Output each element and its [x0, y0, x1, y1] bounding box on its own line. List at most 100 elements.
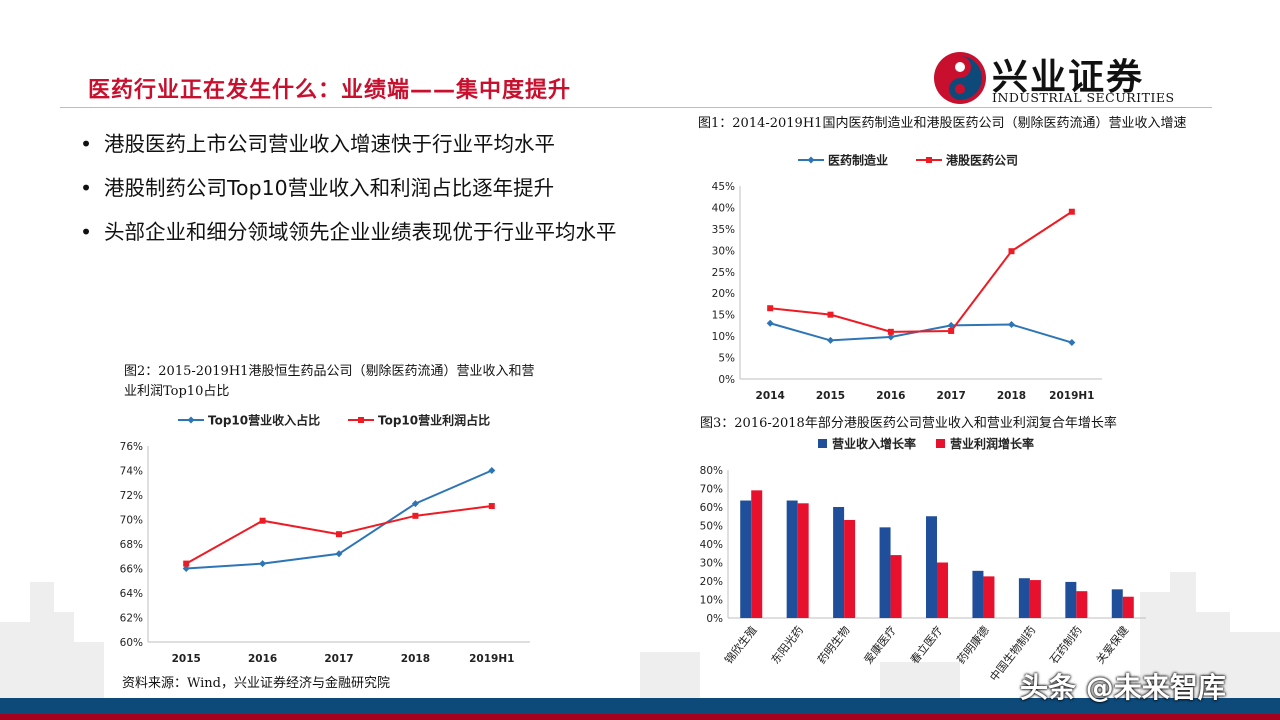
legend-swatch	[818, 439, 827, 448]
legend-marker	[187, 416, 195, 424]
legend-label: 营业利润增长率	[950, 436, 1034, 451]
bar-2	[1122, 596, 1134, 618]
bar-1	[786, 500, 798, 618]
x-category-label: 春立医疗	[907, 623, 945, 666]
x-tick-label: 2019H1	[1049, 390, 1094, 402]
city-skyline-decoration	[0, 572, 1280, 702]
data-point	[336, 531, 342, 538]
legend-label: Top10营业收入占比	[208, 413, 320, 428]
data-point	[183, 560, 190, 567]
y-tick-label: 0%	[706, 613, 723, 625]
page-title: 医药行业正在发生什么：业绩端——集中度提升	[88, 78, 572, 103]
title-divider	[60, 107, 1212, 108]
y-tick-label: 0%	[718, 374, 735, 386]
fig1-line-chart: 0% 5% 10% 15% 20% 25% 30% 35% 40% 45% 2014 2015 2016…	[712, 153, 1102, 402]
y-tick-label: 80%	[700, 465, 723, 477]
data-point	[827, 311, 834, 318]
y-tick-label: 50%	[700, 521, 723, 533]
series-line-2	[770, 210, 1073, 333]
data-point	[1068, 208, 1075, 215]
data-point	[766, 319, 774, 327]
bar-1	[1065, 581, 1077, 618]
x-category-label: 石药制药	[1047, 624, 1084, 667]
data-point	[488, 503, 495, 510]
x-tick-label: 2015	[816, 390, 845, 402]
series-line-1	[769, 322, 1073, 344]
bar-2	[797, 503, 809, 618]
y-tick-label: 45%	[712, 181, 735, 193]
legend-swatch	[936, 439, 945, 448]
x-tick-label: 2018	[401, 653, 430, 665]
bullet-item: • 头部企业和细分领域领先企业业绩表现优于行业平均水平	[80, 220, 617, 244]
watermark-text: 头条 @未来智库	[1020, 671, 1226, 704]
x-category-label: 爱康医疗	[861, 623, 899, 666]
bar-2	[937, 562, 948, 618]
y-tick-label: 40%	[700, 539, 723, 551]
bullet-text: 港股制药公司Top10营业收入和利润占比逐年提升	[104, 176, 555, 200]
x-category-label: 药明生物	[814, 623, 852, 666]
y-tick-label: 76%	[120, 441, 143, 453]
data-point	[412, 512, 419, 519]
y-tick-label: 10%	[712, 331, 735, 343]
bar-1	[926, 516, 937, 618]
fig3-caption: 图3：2016-2018年部分港股医药公司营业收入和营业利润复合年增长率	[700, 416, 1117, 431]
x-tick-label: 2016	[248, 653, 277, 665]
y-tick-label: 70%	[120, 515, 143, 527]
bar-1	[1018, 578, 1030, 618]
legend-marker	[358, 417, 364, 423]
x-tick-label: 2015	[172, 653, 201, 665]
bullet-text: 港股医药上市公司营业收入增速快于行业平均水平	[104, 132, 555, 156]
data-point	[182, 565, 190, 572]
y-tick-label: 60%	[700, 502, 723, 514]
bullet-text: 头部企业和细分领域领先企业业绩表现优于行业平均水平	[104, 220, 617, 244]
x-category-label: 东阳光药	[768, 623, 806, 666]
x-category-label: 锦欣生殖	[721, 623, 759, 666]
bullet-item: • 港股医药上市公司营业收入增速快于行业平均水平	[80, 132, 555, 156]
x-tick-label: 2018	[997, 390, 1026, 402]
legend-label: 营业收入增长率	[832, 436, 916, 451]
y-tick-label: 60%	[120, 637, 143, 649]
data-point	[887, 333, 895, 341]
bullet-list: • 港股医药上市公司营业收入增速快于行业平均水平 • 港股制药公司Top10营业收入…	[80, 130, 640, 262]
y-tick-label: 64%	[120, 588, 143, 600]
bar-2	[844, 519, 856, 618]
y-tick-label: 40%	[712, 202, 735, 214]
fig1-caption: 图1：2014-2019H1国内医药制造业和港股医药公司（剔除医药流通）营业收入…	[698, 116, 1187, 131]
data-point	[948, 327, 955, 334]
y-tick-label: 62%	[120, 613, 143, 625]
data-point	[488, 467, 496, 474]
legend-marker	[926, 157, 932, 163]
x-category-label: 药明康德	[954, 623, 992, 666]
logo-emblem-icon	[934, 52, 986, 104]
y-tick-label: 30%	[700, 558, 723, 570]
bullet-item: • 港股制药公司Top10营业收入和利润占比逐年提升	[80, 176, 555, 200]
y-tick-label: 5%	[718, 353, 735, 365]
y-tick-label: 70%	[700, 484, 723, 496]
legend-label: 港股医药公司	[946, 153, 1018, 168]
data-point	[1068, 339, 1076, 347]
bar-2	[751, 490, 763, 618]
data-point	[887, 328, 894, 335]
x-tick-label: 2017	[324, 653, 353, 665]
data-point	[259, 517, 266, 524]
x-tick-label: 2017	[937, 390, 966, 402]
fig2-caption: 图2：2015-2019H1港股恒生药品公司（剔除医药流通）营业收入和营业利润T…	[124, 364, 535, 399]
data-source-note: 资料来源：Wind，兴业证券经济与金融研究院	[122, 676, 390, 691]
data-point	[1008, 321, 1015, 329]
logo-chinese-name: 兴业证券	[992, 56, 1145, 98]
bar-1	[972, 570, 984, 618]
bar-1	[879, 527, 891, 618]
legend-label: 医药制造业	[828, 153, 888, 168]
x-category-label: 关爱保健	[1093, 623, 1131, 666]
legend-marker	[807, 156, 815, 164]
data-point	[827, 336, 834, 344]
data-point	[335, 550, 343, 558]
y-tick-label: 20%	[712, 288, 735, 300]
x-tick-label: 2014	[756, 390, 785, 402]
footer-accent	[0, 714, 1280, 720]
fig2-line-chart: 60% 62% 64% 66% 68% 70% 72% 74% 76% 2015 2016 2017 2…	[120, 413, 530, 665]
y-tick-label: 74%	[120, 466, 143, 478]
x-tick-label: 2019H1	[469, 653, 514, 665]
bar-2	[890, 555, 902, 618]
y-tick-label: 20%	[700, 576, 723, 588]
